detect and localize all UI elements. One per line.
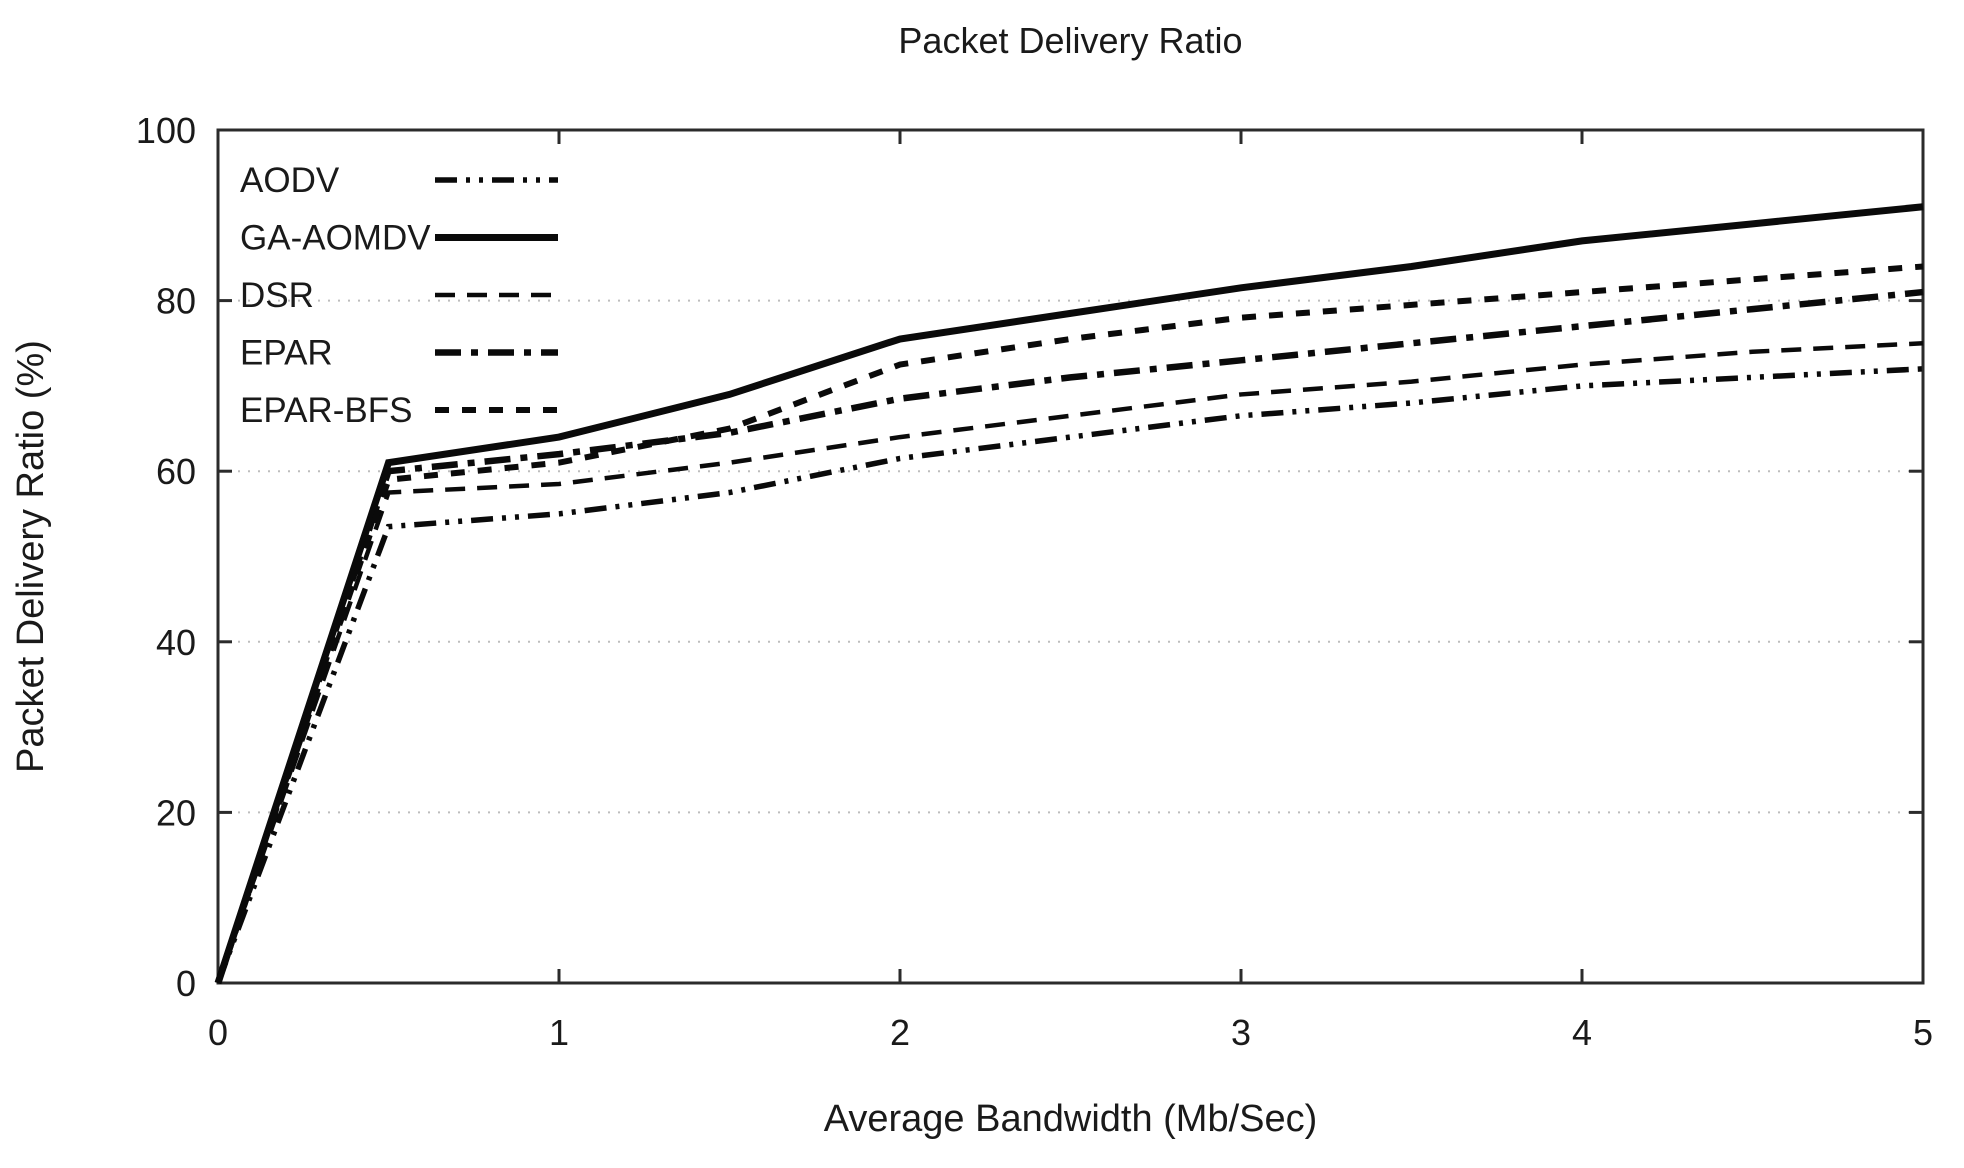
x-tick-label-0: 0 (208, 1012, 228, 1053)
x-tick-label-3: 3 (1231, 1012, 1251, 1053)
x-tick-label-5: 5 (1913, 1012, 1933, 1053)
legend-label-aodv: AODV (240, 161, 340, 200)
series-line-aodv (215, 366, 1924, 984)
x-tick-label-1: 1 (549, 1012, 569, 1053)
plot-border (216, 128, 1925, 985)
legend-label-ga-aomdv: GA-AOMDV (240, 219, 431, 258)
x-tick-label-2: 2 (890, 1012, 910, 1053)
y-tick-label-60: 60 (156, 451, 196, 492)
legend-label-epar-bfs: EPAR-BFS (240, 391, 412, 430)
y-tick-label-40: 40 (156, 622, 196, 663)
series-line-dsr (215, 341, 1924, 984)
x-axis-label: Average Bandwidth (Mb/Sec) (823, 1098, 1318, 1140)
legend-label-epar: EPAR (240, 334, 333, 373)
y-tick-label-0: 0 (176, 963, 196, 1004)
y-axis-label: Packet Delivery Ratio (%) (10, 340, 52, 773)
legend-label-dsr: DSR (240, 276, 314, 315)
y-tick-label-20: 20 (156, 792, 196, 833)
chart-title: Packet Delivery Ratio (898, 20, 1243, 61)
series-line-epar-bfs (215, 263, 1924, 984)
series-line-epar (214, 288, 1924, 985)
y-tick-label-80: 80 (156, 281, 196, 322)
y-tick-label-100: 100 (136, 110, 196, 151)
x-tick-label-4: 4 (1572, 1012, 1592, 1053)
series-line-ga-aomdv (214, 203, 1924, 985)
